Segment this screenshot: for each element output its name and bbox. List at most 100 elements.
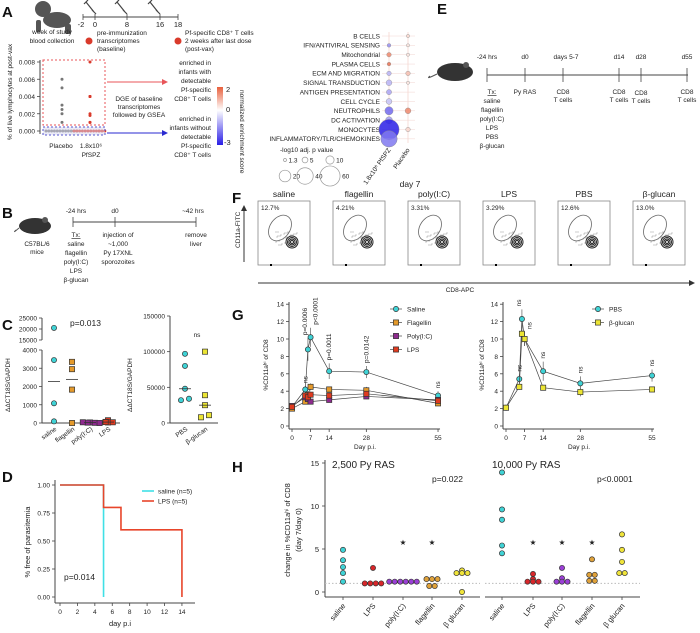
event-dot xyxy=(426,236,428,238)
dge-text: transcriptomes xyxy=(118,104,161,111)
row-label: DC ACTIVATION xyxy=(331,117,380,124)
legend-label: Saline xyxy=(407,307,425,314)
event-dot xyxy=(428,240,430,242)
data-point xyxy=(51,400,57,407)
chart-c-left: 0 1000 2000 3000 4000 15000 20000 25000 ΔΔCT18S/… xyxy=(5,316,120,446)
event-dot xyxy=(505,244,507,246)
event-dot xyxy=(287,231,289,233)
mouse-icon xyxy=(428,62,473,81)
size-legend-label: 60 xyxy=(342,174,350,181)
y-tick-label: 0.006 xyxy=(19,77,36,84)
flow-plot: saline 12.7% xyxy=(257,189,311,266)
event-dot xyxy=(596,232,598,234)
event-dot xyxy=(661,232,663,234)
enrichment-dot xyxy=(380,130,398,148)
density-contour xyxy=(660,235,674,249)
event-dot xyxy=(657,238,659,240)
y-tick-label: 0 xyxy=(33,421,37,428)
y-tick-label: 15 xyxy=(311,459,319,468)
density-contour xyxy=(663,238,671,246)
x-category-label: flagellin xyxy=(413,602,436,627)
y-tick-label: 0.75 xyxy=(37,511,50,518)
data-point xyxy=(423,576,430,583)
event-dot xyxy=(515,234,517,236)
event-dot xyxy=(578,244,580,246)
event-dot xyxy=(671,232,673,234)
y-tick-label: 2 xyxy=(494,406,498,413)
data-point xyxy=(60,103,64,107)
gate-percentage: 12.6% xyxy=(561,205,580,212)
event-dot xyxy=(428,244,430,246)
y-tick-label: 10 xyxy=(277,337,285,344)
chart-c-right: 0 50000 100000 150000 ΔΔCT18S/GAPDH ns PBSβ-gl… xyxy=(127,314,218,446)
event-dot xyxy=(654,235,656,237)
data-point xyxy=(88,113,92,117)
data-point xyxy=(413,578,420,585)
size-legend-label: 40 xyxy=(315,174,323,181)
x-category-label: poly(I:C) xyxy=(541,601,566,629)
x-category-label: β-glucan xyxy=(185,426,210,446)
y-tick-label: 15000 xyxy=(19,338,37,345)
enriched-text: CD8⁺ T cells xyxy=(174,152,212,159)
row-label: PLASMA CELLS xyxy=(332,61,381,68)
timeline-tick: d14 xyxy=(614,54,625,61)
legend-post-text: (post-vax) xyxy=(185,46,214,53)
syringe-icon xyxy=(83,0,161,15)
event-dot xyxy=(582,238,584,240)
data-point xyxy=(307,383,314,390)
density-contour xyxy=(360,235,374,249)
event-dot xyxy=(434,242,436,244)
enrichment-dot xyxy=(386,89,392,95)
event-dot xyxy=(668,233,670,235)
flow-plot-frame xyxy=(407,200,461,266)
size-legend-circle xyxy=(283,158,287,162)
event-dot xyxy=(651,240,653,242)
event-dot xyxy=(583,233,585,235)
flow-plot-frame xyxy=(557,200,611,266)
event-dot xyxy=(360,237,362,239)
data-point xyxy=(340,570,346,577)
x-tick-label: 6 xyxy=(110,609,114,616)
event-dot xyxy=(575,241,577,243)
density-contour xyxy=(287,237,297,247)
data-point xyxy=(499,506,505,513)
event-cd8: CD8 xyxy=(556,89,569,96)
event-dot xyxy=(368,233,370,235)
significance-label: ns xyxy=(527,321,534,329)
event-dot xyxy=(361,236,363,238)
timeline-tick: ~42 hrs xyxy=(182,208,205,215)
data-point xyxy=(307,334,314,341)
y-tick-label: 12 xyxy=(491,319,499,326)
event-dot xyxy=(503,240,505,242)
significance-star: ★ xyxy=(589,538,596,547)
mouse-strain-label: C57BL/6 xyxy=(24,241,50,248)
data-point xyxy=(503,404,509,411)
event-dot xyxy=(587,231,589,233)
row-label: SIGNAL TRANSDUCTION xyxy=(303,80,380,87)
data-point xyxy=(391,578,398,585)
event-dot xyxy=(427,235,429,237)
x-tick-label: 0 xyxy=(504,435,508,442)
event-dot xyxy=(578,240,580,242)
event-dot xyxy=(660,237,662,239)
data-point xyxy=(586,571,593,578)
data-point xyxy=(429,576,435,583)
event-dot xyxy=(579,235,581,237)
event-dot xyxy=(501,240,503,242)
event-dot xyxy=(442,234,444,236)
size-legend-label: 1.3 xyxy=(288,158,297,165)
y-tick-label: 0.25 xyxy=(37,567,50,574)
event-dot xyxy=(283,233,285,235)
event-dot xyxy=(278,244,280,246)
y-tick-label: 12 xyxy=(277,319,285,326)
event-dot xyxy=(502,231,504,233)
event-dot xyxy=(425,241,427,243)
x-axis-label: Day p.i. xyxy=(568,444,590,451)
enrichment-dot xyxy=(405,127,411,132)
density-contour xyxy=(587,237,597,247)
y-tick-label: 10 xyxy=(491,337,499,344)
timeline-tick: -24 hrs xyxy=(477,54,498,61)
event-dot xyxy=(508,237,510,239)
data-point xyxy=(453,570,460,577)
data-point xyxy=(302,386,309,393)
